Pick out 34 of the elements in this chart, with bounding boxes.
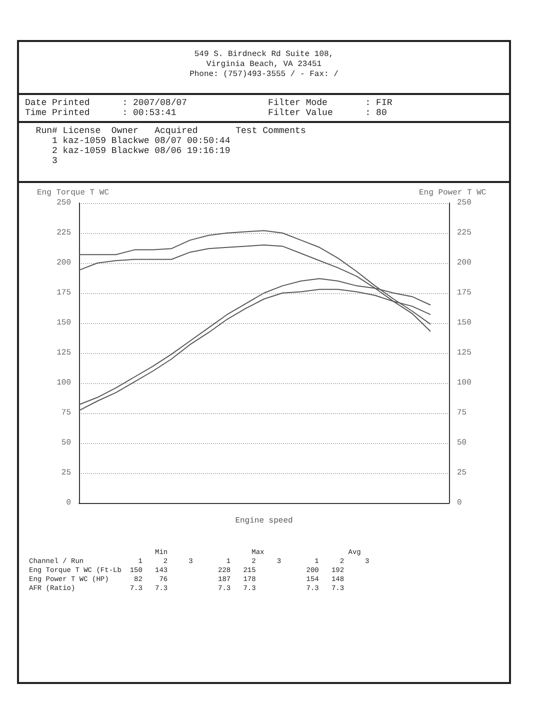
y-tick-label: 200 (56, 258, 72, 268)
text: Date Printed : 2007/08/07 Filter Mode : FIR (25, 98, 392, 108)
y2-tick-label: 200 (457, 258, 472, 268)
y2-tick-label: 25 (457, 468, 467, 478)
x-axis-title: Engine speed (235, 516, 294, 526)
y-tick-label: 25 (61, 468, 72, 478)
y-tick-label: 250 (56, 198, 72, 208)
text: Phone: (757)493-3555 / - Fax: / (190, 70, 338, 79)
y2-tick-label: 225 (457, 228, 472, 238)
y-axis-title: Eng Torque T WC (36, 188, 110, 198)
y-tick-label: 50 (61, 438, 72, 448)
text: 1 kaz-1059 Blackwe 08/07 00:50:44 (52, 136, 230, 146)
text: 2 kaz-1059 Blackwe 08/06 19:16:19 (52, 146, 230, 156)
text: Time Printed : 00:53:41 Filter Value : 80 (25, 108, 387, 118)
y2-axis-title: Eng Power T WC (419, 188, 486, 198)
y2-tick-label: 250 (457, 198, 472, 208)
y-tick-label: 225 (56, 228, 72, 238)
y-tick-label: 125 (56, 348, 72, 358)
y2-tick-label: 50 (457, 438, 467, 448)
y-tick-label: 75 (61, 408, 72, 418)
y-tick-label: 175 (56, 288, 72, 298)
y-tick-label: 0 (66, 498, 72, 508)
text: Run# License Owner Acquired Test Comments (36, 126, 306, 136)
y2-tick-label: 150 (457, 318, 472, 328)
y2-tick-label: 125 (457, 348, 472, 358)
y2-tick-label: 75 (457, 408, 467, 418)
y-tick-label: 100 (56, 378, 72, 388)
text: 549 S. Birdneck Rd Suite 108, (194, 50, 334, 59)
y2-tick-label: 175 (457, 288, 472, 298)
y-tick-label: 150 (56, 318, 72, 328)
text: 3 (52, 156, 58, 166)
y2-tick-label: 0 (457, 498, 462, 508)
y2-tick-label: 100 (457, 378, 472, 388)
text: Virginia Beach, VA 23451 (206, 60, 322, 69)
